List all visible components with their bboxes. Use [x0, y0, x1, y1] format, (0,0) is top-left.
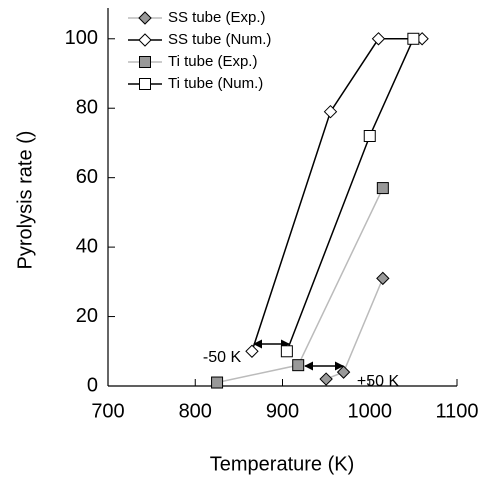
y-tick-label: 40	[76, 235, 98, 257]
series-line	[286, 38, 415, 352]
data-point	[371, 32, 386, 46]
series-line	[325, 278, 384, 380]
series-line	[216, 187, 384, 384]
y-axis-label: Pyrolysis rate ()	[14, 131, 36, 270]
y-tick-label: 80	[76, 97, 98, 119]
x-axis-label: Temperature (K)	[210, 453, 355, 475]
data-point	[245, 344, 259, 358]
legend-label: Ti tube (Exp.)	[168, 53, 257, 70]
legend-marker	[139, 56, 151, 68]
data-point	[363, 130, 376, 142]
x-tick-label: 1100	[435, 400, 478, 422]
data-point	[336, 365, 351, 379]
data-point	[319, 372, 333, 386]
series-line	[251, 38, 423, 352]
legend-marker	[138, 33, 152, 47]
y-tick-label: 100	[65, 27, 98, 49]
legend-label: Ti tube (Num.)	[168, 75, 263, 92]
y-tick-label: 0	[87, 374, 98, 396]
x-tick-label: 800	[179, 400, 212, 422]
data-point	[407, 32, 420, 45]
data-point	[376, 271, 390, 286]
legend-label: SS tube (Num.)	[168, 31, 271, 48]
annotation: +50 K	[357, 373, 400, 390]
x-tick-label: 1000	[348, 400, 393, 422]
data-point	[280, 345, 293, 358]
legend-marker	[138, 11, 152, 25]
data-point	[323, 104, 338, 119]
data-point	[376, 182, 389, 195]
x-tick-label: 900	[266, 400, 299, 422]
y-tick-label: 20	[76, 305, 98, 327]
data-point	[211, 376, 224, 389]
data-point	[292, 359, 305, 372]
legend-marker	[139, 78, 151, 90]
x-tick-label: 700	[91, 400, 124, 422]
y-tick-label: 60	[76, 166, 98, 188]
legend-label: SS tube (Exp.)	[168, 9, 266, 26]
annotation: -50 K	[203, 349, 242, 366]
